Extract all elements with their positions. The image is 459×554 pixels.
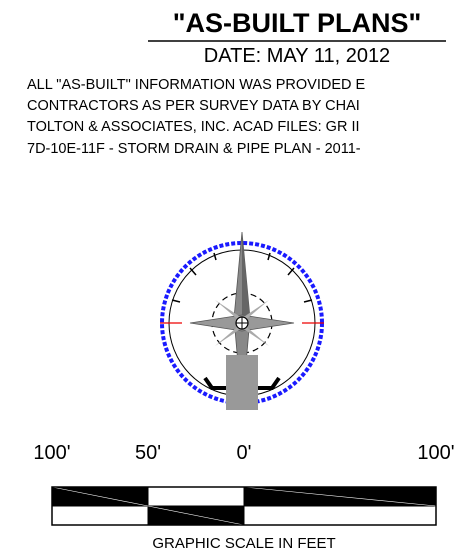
scale-label: 100' [417, 442, 454, 464]
note-line: ALL "AS-BUILT" INFORMATION WAS PROVIDED … [27, 77, 366, 93]
scale-label: 100' [33, 442, 70, 464]
note-line: CONTRACTORS AS PER SURVEY DATA BY CHAI [27, 98, 360, 114]
title: "AS-BUILT PLANS" [173, 8, 422, 38]
scale-label: 0' [237, 442, 252, 464]
scale-bar [51, 486, 437, 526]
north-arrow [160, 231, 324, 411]
note-line: 7D-10E-11F - STORM DRAIN & PIPE PLAN - 2… [27, 141, 361, 157]
scale-label: 50' [135, 442, 161, 464]
date: DATE: MAY 11, 2012 [204, 45, 390, 67]
note-line: TOLTON & ASSOCIATES, INC. ACAD FILES: GR… [27, 119, 360, 135]
scale-caption: GRAPHIC SCALE IN FEET [152, 535, 335, 552]
